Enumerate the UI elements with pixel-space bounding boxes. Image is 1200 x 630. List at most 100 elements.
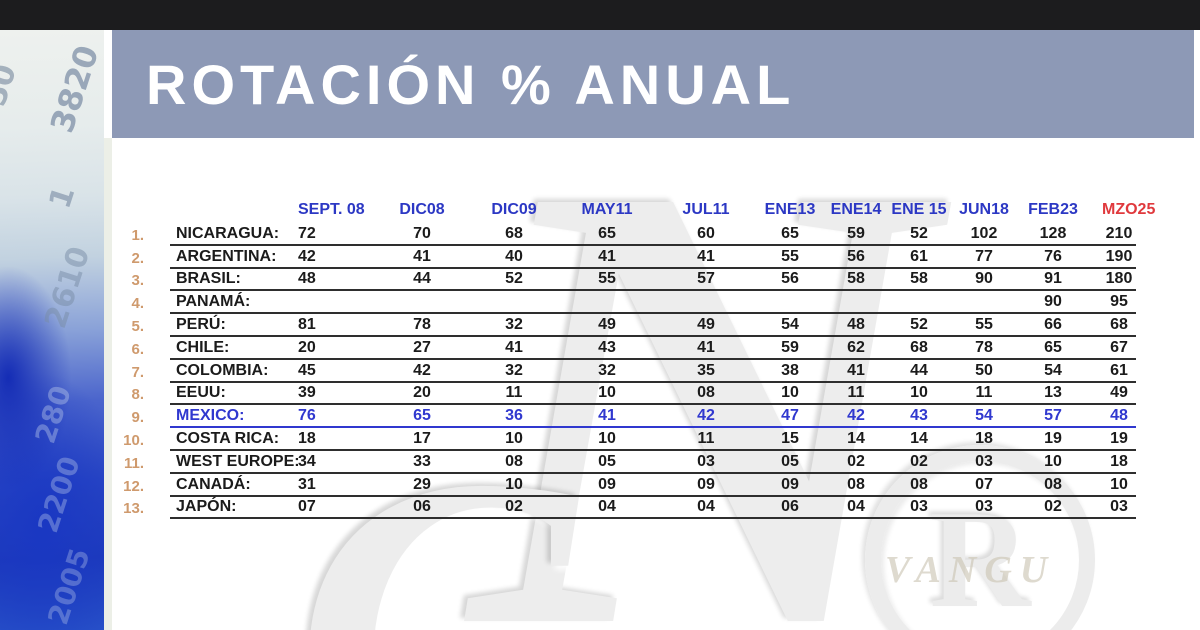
- value-cell: 05: [598, 452, 616, 470]
- header-content: SEPT. 08 DIC08 DIC09 MAY11 JUL11 ENE13 ENE14 EN…: [170, 197, 1156, 220]
- value-cell: 32: [505, 361, 523, 379]
- value-cell: 65: [413, 407, 431, 425]
- column-header: ENE 15: [891, 201, 947, 218]
- value-cell: 90: [975, 270, 993, 288]
- row-number: 11.: [123, 454, 144, 472]
- value-cell: 56: [847, 247, 865, 265]
- value-cell: 41: [598, 247, 616, 265]
- value-cell: 77: [975, 247, 993, 265]
- row-number: 13.: [123, 500, 144, 518]
- value-cell: 04: [697, 498, 715, 516]
- row-content: JAPÓN: 07 06 02 04 04 06 04 03 03 02 03: [170, 497, 1136, 520]
- row-number: 10.: [123, 431, 144, 449]
- column-header: JUN18: [959, 201, 1009, 218]
- table-row: 10. COSTA RICA: 18 17 10 10 11 15 14 14 18 19 19: [112, 428, 1136, 451]
- table-header-row: SEPT. 08 DIC08 DIC09 MAY11 JUL11 ENE13 ENE14 EN…: [112, 196, 1156, 220]
- value-cell: 61: [910, 247, 928, 265]
- country-label: CHILE:: [176, 338, 230, 356]
- value-cell: 49: [1110, 384, 1128, 402]
- table-row: 3. BRASIL: 48 44 52 55 57 56 58 58 90 91 180: [112, 269, 1136, 292]
- value-cell: 03: [697, 452, 715, 470]
- value-cell: 08: [697, 384, 715, 402]
- value-cell: 58: [847, 270, 865, 288]
- value-cell: 44: [910, 361, 928, 379]
- value-cell: 210: [1105, 224, 1133, 242]
- value-cell: 14: [910, 429, 928, 447]
- value-cell: 19: [1110, 429, 1128, 447]
- value-cell: 68: [1110, 315, 1128, 333]
- value-cell: 38: [781, 361, 799, 379]
- value-cell: 41: [598, 407, 616, 425]
- row-content: CHILE: 20 27 41 43 41 59 62 68 78 65 67: [170, 337, 1136, 360]
- country-label: BRASIL:: [176, 270, 241, 288]
- value-cell: 55: [781, 247, 799, 265]
- row-content: CANADÁ: 31 29 10 09 09 09 08 08 07 08 10: [170, 474, 1136, 497]
- value-cell: 65: [1044, 338, 1062, 356]
- value-cell: 02: [1044, 498, 1062, 516]
- value-cell: 04: [598, 498, 616, 516]
- country-label: ARGENTINA:: [176, 247, 277, 265]
- value-cell: 05: [781, 452, 799, 470]
- value-cell: 49: [598, 315, 616, 333]
- table-row: 9. MEXICO: 76 65 36 41 42 47 42 43 54 57 48: [112, 405, 1136, 429]
- value-cell: 60: [697, 224, 715, 242]
- value-cell: 07: [975, 475, 993, 493]
- row-content: MEXICO: 76 65 36 41 42 47 42 43 54 57 48: [170, 405, 1136, 429]
- value-cell: 91: [1044, 270, 1062, 288]
- value-cell: 02: [847, 452, 865, 470]
- value-cell: 62: [847, 338, 865, 356]
- row-number: 7.: [131, 363, 144, 381]
- value-cell: 03: [975, 498, 993, 516]
- value-cell: 18: [975, 429, 993, 447]
- value-cell: 10: [781, 384, 799, 402]
- value-cell: 11: [505, 384, 523, 402]
- value-cell: 09: [598, 475, 616, 493]
- row-content: PERÚ: 81 78 32 49 49 54 48 52 55 66 68: [170, 314, 1136, 337]
- table-row: 5. PERÚ: 81 78 32 49 49 54 48 52 55 66 68: [112, 314, 1136, 337]
- row-number: 4.: [131, 295, 144, 313]
- column-header: JUL11: [682, 201, 730, 218]
- table-row: 13. JAPÓN: 07 06 02 04 04 06 04 03 03 02 03: [112, 497, 1136, 520]
- value-cell: 09: [781, 475, 799, 493]
- value-cell: 52: [505, 270, 523, 288]
- value-cell: 11: [975, 384, 993, 402]
- value-cell: 20: [298, 338, 316, 356]
- table-row: 4. PANAMÁ: 90 95: [112, 291, 1136, 315]
- value-cell: 48: [1110, 407, 1128, 425]
- value-cell: 08: [505, 452, 523, 470]
- value-cell: 56: [781, 270, 799, 288]
- value-cell: 128: [1039, 224, 1067, 242]
- column-header: ENE14: [830, 201, 882, 218]
- value-cell: 10: [1110, 475, 1128, 493]
- value-cell: 42: [413, 361, 431, 379]
- value-cell: 02: [910, 452, 928, 470]
- value-cell: 78: [413, 315, 431, 333]
- table-row: 1. NICARAGUA: 72 70 68 65 60 65 59 52 102 128 210: [112, 223, 1136, 246]
- value-cell: 68: [910, 338, 928, 356]
- value-cell: 42: [298, 247, 316, 265]
- row-number: 5.: [131, 317, 144, 335]
- value-cell: 08: [847, 475, 865, 493]
- value-cell: 11: [697, 429, 715, 447]
- value-cell: 10: [910, 384, 928, 402]
- country-label: COSTA RICA:: [176, 429, 280, 447]
- table-row: 12. CANADÁ: 31 29 10 09 09 09 08 08 07 08 10: [112, 474, 1136, 497]
- value-cell: 55: [598, 270, 616, 288]
- column-header: MZO25: [1102, 201, 1156, 218]
- table-row: 2. ARGENTINA: 42 41 40 41 41 55 56 61 77 76 190: [112, 246, 1136, 269]
- value-cell: 54: [781, 315, 799, 333]
- value-cell: 54: [1044, 361, 1062, 379]
- value-cell: 32: [505, 315, 523, 333]
- column-header: ENE13: [764, 201, 816, 218]
- value-cell: 02: [505, 498, 523, 516]
- value-cell: 190: [1105, 247, 1133, 265]
- value-cell: 36: [505, 407, 523, 425]
- value-cell: 45: [298, 361, 316, 379]
- value-cell: 29: [413, 475, 431, 493]
- side-number: 2005: [41, 544, 97, 629]
- side-number: 1: [42, 182, 83, 213]
- value-cell: 39: [298, 384, 316, 402]
- value-cell: 41: [413, 247, 431, 265]
- value-cell: 20: [413, 384, 431, 402]
- row-number: 3.: [131, 272, 144, 290]
